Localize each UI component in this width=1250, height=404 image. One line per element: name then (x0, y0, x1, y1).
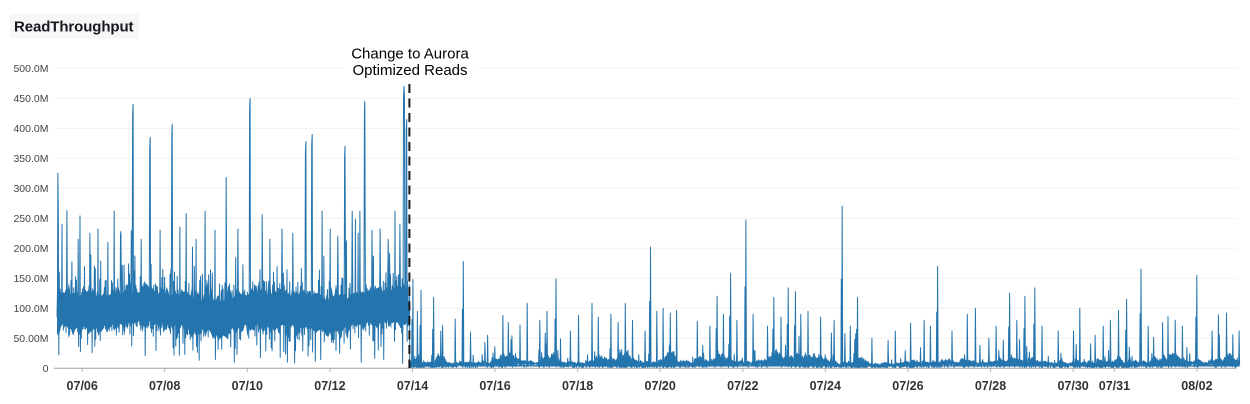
svg-text:150.0M: 150.0M (13, 273, 48, 285)
svg-text:08/02: 08/02 (1181, 379, 1212, 393)
svg-text:07/16: 07/16 (479, 379, 510, 393)
svg-text:400.0M: 400.0M (13, 123, 48, 135)
svg-text:50.00M: 50.00M (13, 333, 48, 345)
svg-text:07/12: 07/12 (314, 379, 345, 393)
svg-text:250.0M: 250.0M (13, 213, 48, 225)
svg-text:Optimized Reads: Optimized Reads (352, 62, 467, 79)
svg-text:07/30: 07/30 (1057, 379, 1088, 393)
svg-text:07/06: 07/06 (67, 379, 98, 393)
svg-text:300.0M: 300.0M (13, 183, 48, 195)
svg-text:07/26: 07/26 (892, 379, 923, 393)
svg-text:450.0M: 450.0M (13, 93, 48, 105)
svg-text:Change to Aurora: Change to Aurora (351, 45, 469, 62)
svg-text:07/24: 07/24 (810, 379, 841, 393)
svg-text:100.0M: 100.0M (13, 303, 48, 315)
svg-text:0: 0 (43, 363, 49, 375)
svg-text:07/31: 07/31 (1099, 379, 1130, 393)
svg-text:200.0M: 200.0M (13, 243, 48, 255)
svg-text:07/20: 07/20 (645, 379, 676, 393)
svg-text:07/14: 07/14 (397, 379, 428, 393)
svg-text:07/10: 07/10 (232, 379, 263, 393)
svg-text:07/08: 07/08 (149, 379, 180, 393)
svg-text:ReadThroughput: ReadThroughput (14, 19, 134, 36)
svg-text:500.0M: 500.0M (13, 63, 48, 75)
svg-text:07/18: 07/18 (562, 379, 593, 393)
svg-text:350.0M: 350.0M (13, 153, 48, 165)
svg-text:07/22: 07/22 (727, 379, 758, 393)
svg-text:07/28: 07/28 (975, 379, 1006, 393)
